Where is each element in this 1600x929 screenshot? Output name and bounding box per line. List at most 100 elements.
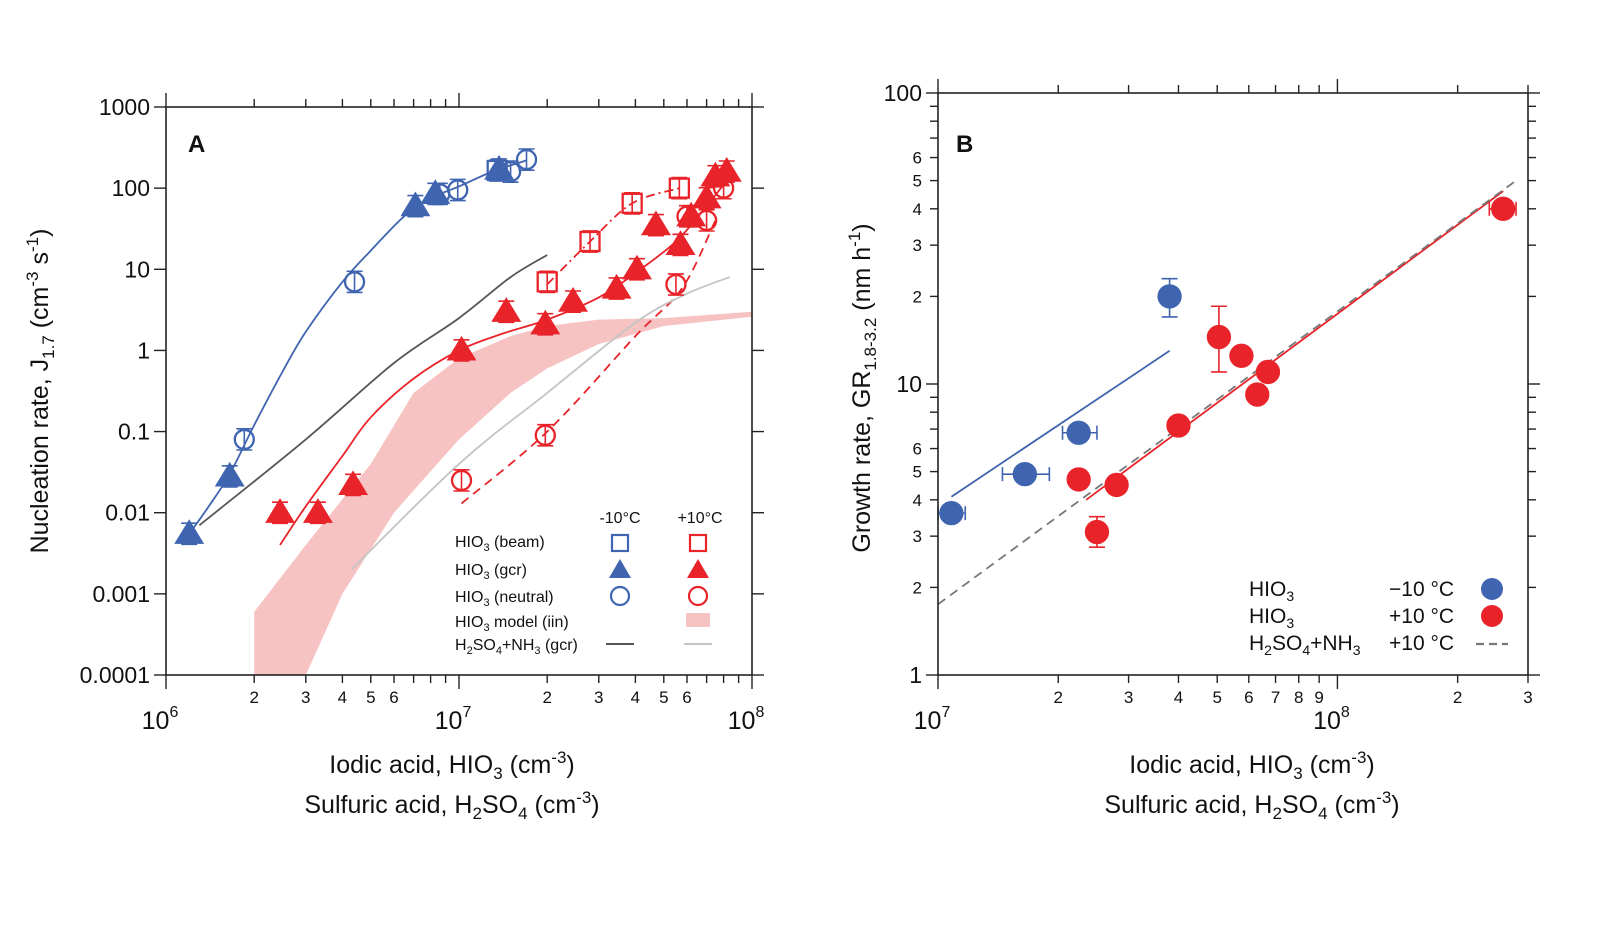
legend-b-row-cold-temp: −10 °C <box>1389 578 1454 601</box>
data-point-a-square <box>536 271 558 293</box>
legend-b-row-warm: HIO3 <box>1249 605 1294 631</box>
y-tick-label-b: 5 <box>913 463 922 482</box>
legend-a-row-h2so4: H2SO4+NH3 (gcr) <box>455 637 578 657</box>
fit-lines-b <box>937 179 1517 606</box>
data-point-a-triangle <box>400 191 431 217</box>
x-minor-label-b: 7 <box>1271 688 1280 707</box>
legend-b-cold-marker <box>1481 578 1503 600</box>
data-point-a-circle <box>233 428 255 451</box>
data-point-a-triangle <box>691 183 722 209</box>
legend-b-row-cold: HIO3 <box>1249 578 1294 604</box>
legend-a-gcr-warm-marker <box>687 559 709 578</box>
data-point-a-triangle <box>665 230 696 255</box>
data-point-b <box>1229 343 1254 368</box>
data-point-b <box>1157 284 1182 309</box>
data-point-b <box>1084 519 1110 545</box>
data-point-a-triangle <box>558 286 588 312</box>
legend-a-gcr-cold-marker <box>609 559 631 578</box>
x-tick-label-a: 107 <box>435 704 472 735</box>
y-tick-label-b: 6 <box>913 440 922 459</box>
data-point-a-circle <box>499 160 522 183</box>
data-point-b <box>1066 467 1091 492</box>
data-point-b <box>939 500 964 526</box>
data-point-a-square <box>668 177 691 199</box>
x-tick-label-b: 108 <box>1313 704 1350 735</box>
data-points-a <box>174 148 742 546</box>
y-axis-label-b: Growth rate, GR1.8-3.2 (nm h-1) <box>845 223 880 552</box>
y-tick-label-b: 3 <box>913 236 922 255</box>
y-tick-label-b: 6 <box>913 149 922 168</box>
panel-a: 1000 100 10 1 0.1 0.01 0.001 0.0001 106 107 108 2 3 4… <box>23 93 764 823</box>
data-point-a-triangle <box>265 498 295 523</box>
y-tick-label-b: 5 <box>913 172 922 191</box>
data-point-a-circle <box>665 273 687 296</box>
legend-b: HIO3 −10 °C HIO3 +10 °C H2SO4+NH3 +10 °C <box>1249 578 1508 658</box>
x-minor-label-b: 8 <box>1294 688 1303 707</box>
x-minor-label-b: 9 <box>1314 688 1323 707</box>
legend-a-row-gcr: HIO3 (gcr) <box>455 562 527 582</box>
fit-line-b-1 <box>1085 190 1504 501</box>
x-minor-label-b: 2 <box>1453 688 1462 707</box>
data-point-b <box>1012 462 1038 487</box>
y-tick-label-a: 0.001 <box>92 581 150 607</box>
fit-line-a-4 <box>198 254 548 527</box>
y-tick-label-b: 10 <box>896 371 922 397</box>
y-tick-label-a: 1000 <box>99 94 150 120</box>
x-minor-label-b: 2 <box>1054 688 1063 707</box>
data-point-b <box>1066 420 1091 445</box>
x-minor-label-a: 3 <box>594 688 603 707</box>
data-point-a-triangle <box>601 273 632 299</box>
x-minor-label-a: 4 <box>338 688 347 707</box>
data-point-a-triangle <box>711 156 742 182</box>
x-tick-label-a: 108 <box>728 704 765 735</box>
data-point-a-triangle <box>302 498 333 523</box>
x-tick-label-a: 106 <box>142 704 179 735</box>
data-point-a-triangle <box>622 254 652 280</box>
y-tick-label-b: 4 <box>913 491 922 510</box>
x-minor-label-b: 4 <box>1174 688 1183 707</box>
x-minor-label-b: 5 <box>1212 688 1221 707</box>
data-point-a-triangle <box>640 210 671 236</box>
x-axis-label-a-2: Sulfuric acid, H2SO4 (cm-3) <box>304 788 599 823</box>
y-tick-label-a: 0.1 <box>118 419 150 445</box>
x-minor-label-a: 2 <box>249 688 258 707</box>
data-point-a-circle <box>712 177 735 199</box>
data-point-a-circle <box>676 205 698 227</box>
fit-line-a-3 <box>460 220 717 505</box>
y-tick-label-b: 4 <box>913 200 922 219</box>
legend-b-row-h2so4: H2SO4+NH3 <box>1249 632 1361 658</box>
legend-a-col-warm: +10°C <box>677 510 722 527</box>
data-points-b <box>937 196 1517 548</box>
legend-a-row-model: HIO3 model (iin) <box>455 614 569 634</box>
y-tick-label-a: 0.0001 <box>80 662 150 688</box>
legend-b-row-h2so4-temp: +10 °C <box>1389 632 1454 655</box>
data-point-b <box>1206 324 1232 350</box>
data-point-a-circle <box>534 424 556 446</box>
ticks-a: 1000 100 10 1 0.1 0.01 0.001 0.0001 106 107 108 2 3 4… <box>80 93 765 735</box>
y-tick-label-b: 100 <box>884 80 922 106</box>
data-point-a-triangle <box>484 154 515 180</box>
data-point-a-circle <box>515 148 538 171</box>
legend-a-neutral-warm-marker <box>687 585 709 607</box>
x-minor-label-a: 5 <box>659 688 668 707</box>
fit-line-a-5 <box>350 276 731 571</box>
x-minor-label-a: 3 <box>301 688 310 707</box>
legend-a-row-beam: HIO3 (beam) <box>455 534 545 554</box>
data-point-a-triangle <box>491 297 522 322</box>
fit-line-a-2 <box>546 187 680 286</box>
data-point-a-circle <box>450 469 473 492</box>
data-point-a-triangle <box>446 335 477 361</box>
legend-a-row-neutral: HIO3 (neutral) <box>455 589 554 609</box>
y-tick-label-b: 1 <box>909 662 922 688</box>
x-minor-label-a: 4 <box>631 688 640 707</box>
data-point-a-circle <box>695 209 718 232</box>
y-tick-label-a: 100 <box>112 175 150 201</box>
legend-b-row-warm-temp: +10 °C <box>1389 605 1454 628</box>
legend-a-neutral-cold-marker <box>609 585 631 607</box>
x-axis-label-a-1: Iodic acid, HIO3 (cm-3) <box>329 748 574 783</box>
data-point-b <box>1255 359 1281 385</box>
x-minor-label-a: 5 <box>366 688 375 707</box>
